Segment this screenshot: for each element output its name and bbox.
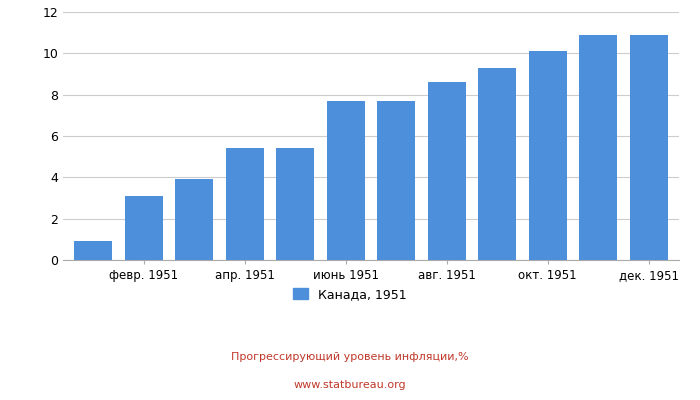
Text: Прогрессирующий уровень инфляции,%: Прогрессирующий уровень инфляции,%: [231, 352, 469, 362]
Bar: [226, 148, 264, 260]
Bar: [630, 35, 668, 260]
Bar: [528, 51, 567, 260]
Text: www.statbureau.org: www.statbureau.org: [294, 380, 406, 390]
Bar: [478, 68, 516, 260]
Bar: [125, 196, 162, 260]
Bar: [580, 35, 617, 260]
Bar: [276, 148, 314, 260]
Bar: [377, 101, 415, 260]
Bar: [327, 101, 365, 260]
Legend: Канада, 1951: Канада, 1951: [288, 283, 412, 306]
Bar: [428, 82, 466, 260]
Bar: [175, 179, 214, 260]
Bar: [74, 241, 112, 260]
